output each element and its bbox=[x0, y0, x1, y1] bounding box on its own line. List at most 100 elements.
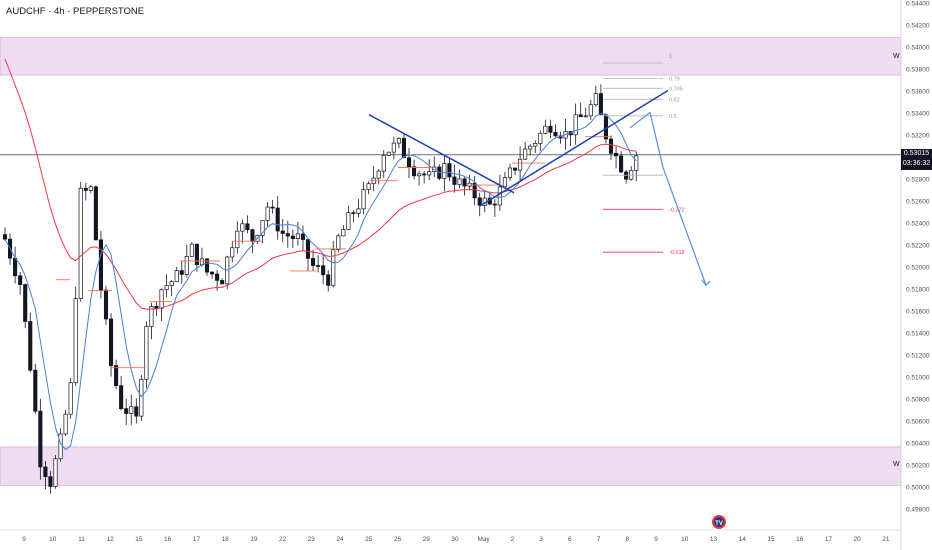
candle[interactable] bbox=[316, 255, 321, 273]
candle[interactable] bbox=[518, 146, 523, 181]
candle[interactable] bbox=[48, 471, 53, 494]
candle[interactable] bbox=[230, 241, 235, 263]
candle[interactable] bbox=[290, 229, 295, 248]
candle[interactable] bbox=[356, 199, 361, 218]
candle[interactable] bbox=[321, 254, 326, 285]
candle[interactable] bbox=[396, 137, 401, 149]
candle[interactable] bbox=[412, 159, 417, 180]
candle[interactable] bbox=[422, 170, 427, 184]
candle[interactable] bbox=[43, 461, 48, 490]
candle[interactable] bbox=[103, 285, 109, 325]
candle[interactable] bbox=[624, 170, 629, 184]
candle[interactable] bbox=[406, 148, 412, 178]
candle[interactable] bbox=[23, 283, 28, 329]
candle[interactable] bbox=[381, 150, 386, 178]
candle[interactable] bbox=[634, 151, 639, 182]
candle[interactable] bbox=[265, 202, 270, 228]
candle[interactable] bbox=[598, 84, 603, 116]
candle[interactable] bbox=[194, 243, 199, 272]
candle[interactable] bbox=[260, 220, 265, 244]
candle[interactable] bbox=[386, 151, 391, 157]
candle[interactable] bbox=[613, 146, 619, 169]
projection-arrow[interactable] bbox=[629, 111, 707, 286]
candle[interactable] bbox=[33, 363, 38, 414]
candle[interactable] bbox=[401, 133, 407, 159]
candle[interactable] bbox=[442, 155, 447, 192]
candle[interactable] bbox=[523, 141, 528, 160]
candle[interactable] bbox=[275, 196, 280, 240]
candle[interactable] bbox=[457, 169, 462, 189]
candle[interactable] bbox=[376, 168, 381, 185]
candle[interactable] bbox=[548, 119, 553, 139]
uptrend-line[interactable] bbox=[479, 89, 669, 207]
candle[interactable] bbox=[507, 163, 513, 181]
candle[interactable] bbox=[619, 151, 624, 174]
candle[interactable] bbox=[139, 375, 144, 421]
candle[interactable] bbox=[164, 274, 169, 298]
candle[interactable] bbox=[588, 99, 593, 120]
candle[interactable] bbox=[583, 107, 588, 118]
candle[interactable] bbox=[528, 144, 533, 156]
candle[interactable] bbox=[174, 267, 179, 283]
candle[interactable] bbox=[300, 225, 306, 251]
candle[interactable] bbox=[538, 130, 543, 152]
candle[interactable] bbox=[366, 181, 371, 195]
candle[interactable] bbox=[240, 219, 245, 244]
candle[interactable] bbox=[326, 269, 331, 292]
candle[interactable] bbox=[573, 103, 578, 145]
candle[interactable] bbox=[270, 200, 275, 214]
candle[interactable] bbox=[144, 321, 149, 389]
candle[interactable] bbox=[391, 137, 396, 160]
candle[interactable] bbox=[311, 249, 316, 271]
candle[interactable] bbox=[169, 280, 174, 297]
candle[interactable] bbox=[245, 215, 250, 234]
candle[interactable] bbox=[543, 119, 548, 135]
candle[interactable] bbox=[2, 227, 8, 241]
candle[interactable] bbox=[447, 158, 452, 182]
candle[interactable] bbox=[593, 85, 598, 107]
candle[interactable] bbox=[452, 164, 457, 193]
downtrend-line[interactable] bbox=[368, 114, 515, 194]
candle[interactable] bbox=[28, 312, 33, 373]
candle[interactable] bbox=[179, 261, 184, 284]
candle[interactable] bbox=[18, 271, 23, 295]
candle[interactable] bbox=[119, 375, 124, 411]
candle[interactable] bbox=[361, 181, 366, 215]
candle[interactable] bbox=[417, 170, 422, 186]
candle[interactable] bbox=[108, 313, 114, 377]
candle[interactable] bbox=[134, 398, 139, 424]
candle[interactable] bbox=[492, 199, 497, 218]
candle[interactable] bbox=[578, 102, 583, 118]
candle[interactable] bbox=[280, 219, 285, 243]
candle[interactable] bbox=[351, 210, 356, 223]
candle[interactable] bbox=[336, 233, 341, 253]
candle[interactable] bbox=[427, 159, 432, 181]
candle[interactable] bbox=[98, 230, 104, 299]
candle[interactable] bbox=[346, 205, 351, 230]
candle[interactable] bbox=[124, 398, 129, 425]
candle[interactable] bbox=[502, 171, 508, 189]
candle[interactable] bbox=[295, 221, 300, 246]
candle[interactable] bbox=[210, 271, 215, 279]
candle[interactable] bbox=[73, 286, 78, 386]
candle[interactable] bbox=[341, 225, 346, 237]
candle[interactable] bbox=[533, 140, 538, 154]
candle[interactable] bbox=[462, 177, 467, 196]
candle[interactable] bbox=[114, 359, 119, 390]
candle[interactable] bbox=[68, 378, 73, 419]
candle[interactable] bbox=[189, 241, 194, 257]
candle[interactable] bbox=[477, 192, 482, 217]
candle[interactable] bbox=[88, 185, 93, 194]
candle[interactable] bbox=[285, 220, 290, 248]
candle[interactable] bbox=[305, 238, 311, 272]
candle[interactable] bbox=[78, 182, 83, 302]
candle[interactable] bbox=[63, 409, 68, 436]
candle[interactable] bbox=[53, 455, 58, 489]
candle[interactable] bbox=[608, 135, 614, 160]
candle[interactable] bbox=[93, 185, 98, 241]
candle[interactable] bbox=[553, 124, 558, 138]
candle[interactable] bbox=[38, 398, 43, 480]
candle[interactable] bbox=[512, 167, 518, 175]
candle[interactable] bbox=[129, 394, 134, 425]
